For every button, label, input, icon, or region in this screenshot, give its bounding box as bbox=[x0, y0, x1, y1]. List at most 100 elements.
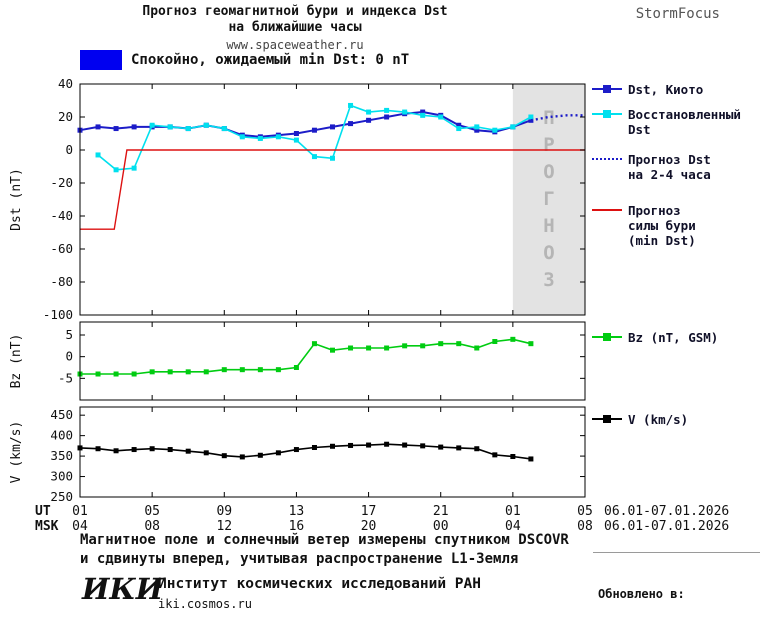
marker-v bbox=[149, 446, 155, 452]
marker-bz bbox=[528, 341, 534, 347]
y-axis-label-bz: Bz (nT) bbox=[9, 334, 24, 389]
marker-v bbox=[348, 442, 354, 448]
marker-bz bbox=[348, 345, 354, 351]
storm-status-row: Спокойно, ожидаемый min Dst: 0 nT bbox=[80, 50, 409, 70]
marker-v bbox=[203, 450, 209, 456]
marker-bz bbox=[438, 341, 444, 347]
marker-reconstructed bbox=[384, 107, 390, 113]
marker-bz bbox=[330, 347, 335, 353]
marker-reconstructed bbox=[293, 137, 299, 143]
marker-bz bbox=[311, 341, 317, 347]
marker-bz bbox=[456, 341, 462, 347]
marker-reconstructed bbox=[257, 135, 263, 141]
x-tick-label-ut: 01 bbox=[505, 504, 521, 519]
legend-reconstructed-dst: Восстановленный Dst bbox=[592, 107, 741, 137]
legend-dst-kyoto: Dst, Киото bbox=[592, 82, 703, 97]
x-tick-label-msk: 04 bbox=[505, 519, 521, 533]
msk-axis-label: MSK bbox=[35, 519, 59, 533]
legend-bz: Bz (nT, GSM) bbox=[592, 330, 718, 345]
date-range-ut: 06.01-07.01.2026 bbox=[604, 504, 729, 519]
marker-v bbox=[330, 443, 335, 449]
y-tick-label: 40 bbox=[58, 78, 73, 91]
marker-v bbox=[113, 448, 119, 454]
series-forecast_dst bbox=[530, 114, 585, 122]
legend-v: V (km/s) bbox=[592, 412, 688, 427]
page-title-line2: на ближайшие часы bbox=[228, 20, 362, 35]
legend-forecast-dst: Прогноз Dst на 2-4 часа bbox=[592, 152, 711, 182]
marker-kyoto bbox=[420, 109, 426, 115]
legend-label-forecast-storm: Прогноз силы бури (min Dst) bbox=[628, 203, 696, 248]
marker-reconstructed bbox=[221, 126, 227, 132]
marker-v bbox=[275, 450, 281, 456]
marker-v bbox=[510, 454, 516, 459]
x-tick-label-ut: 09 bbox=[216, 504, 232, 519]
x-tick-label-msk: 20 bbox=[361, 519, 377, 533]
bz-line-sample bbox=[592, 332, 622, 343]
marker-reconstructed bbox=[95, 152, 101, 158]
source-website: www.spaceweather.ru bbox=[226, 38, 364, 52]
header: Прогноз геомагнитной бури и индекса Dst … bbox=[30, 4, 560, 52]
series-reconstructed bbox=[97, 104, 532, 171]
marker-bz bbox=[149, 369, 155, 375]
y-tick-label: 250 bbox=[50, 489, 73, 504]
updated-separator bbox=[593, 552, 760, 553]
marker-kyoto bbox=[293, 131, 299, 136]
y-tick-label: 400 bbox=[50, 428, 73, 443]
y-tick-label: -80 bbox=[50, 274, 73, 289]
date-range-msk: 06.01-07.01.2026 bbox=[604, 519, 729, 533]
x-tick-label-msk: 08 bbox=[577, 519, 593, 533]
marker-kyoto bbox=[456, 122, 462, 128]
forecast-label-letter: Н bbox=[543, 215, 554, 237]
marker-v bbox=[293, 447, 299, 453]
y-axis-label-dst: Dst (nT) bbox=[9, 168, 24, 231]
panel-border-dst bbox=[79, 83, 586, 316]
y-tick-label: 5 bbox=[65, 327, 73, 342]
marker-reconstructed bbox=[239, 134, 245, 140]
x-tick-label-ut: 17 bbox=[361, 504, 377, 519]
marker-v bbox=[456, 445, 462, 451]
brand-stormfocus: StormFocus bbox=[635, 6, 720, 22]
legend-label-bz: Bz (nT, GSM) bbox=[628, 330, 719, 345]
institute-site[interactable]: iki.cosmos.ru bbox=[158, 597, 252, 611]
marker-reconstructed bbox=[492, 127, 498, 133]
marker-bz bbox=[402, 343, 408, 349]
panel-border-bz bbox=[79, 321, 586, 401]
x-tick-label-msk: 12 bbox=[216, 519, 232, 533]
x-tick-label-msk: 16 bbox=[289, 519, 305, 533]
marker-kyoto bbox=[348, 121, 354, 127]
marker-bz bbox=[257, 367, 263, 373]
y-tick-label: 20 bbox=[58, 109, 73, 124]
reconstructed-line-sample bbox=[592, 109, 622, 120]
marker-v bbox=[366, 442, 372, 448]
marker-bz bbox=[492, 339, 498, 344]
x-tick-label-ut: 13 bbox=[289, 504, 305, 519]
legend-label-reconstructed: Восстановленный Dst bbox=[628, 107, 741, 137]
marker-reconstructed bbox=[456, 126, 462, 132]
marker-reconstructed bbox=[149, 122, 155, 128]
x-tick-label-ut: 05 bbox=[144, 504, 160, 519]
marker-v bbox=[221, 453, 227, 459]
marker-reconstructed bbox=[420, 112, 426, 118]
legend-label-v: V (km/s) bbox=[628, 412, 689, 427]
legend-label-forecast-dst: Прогноз Dst на 2-4 часа bbox=[628, 152, 711, 182]
marker-v bbox=[131, 447, 137, 453]
forecast-dst-line-sample bbox=[592, 154, 622, 165]
marker-reconstructed bbox=[366, 109, 372, 115]
kyoto-line-sample bbox=[592, 84, 622, 95]
marker-reconstructed bbox=[402, 109, 408, 115]
marker-v bbox=[492, 452, 498, 458]
forecast-label-letter: О bbox=[543, 242, 554, 264]
series-v bbox=[79, 443, 532, 460]
marker-reconstructed bbox=[330, 155, 335, 161]
marker-reconstructed bbox=[311, 154, 317, 160]
x-tick-label-ut: 01 bbox=[72, 504, 88, 519]
page-title-line1: Прогноз геомагнитной бури и индекса Dst bbox=[142, 4, 448, 19]
marker-bz bbox=[384, 345, 390, 351]
marker-v bbox=[257, 452, 263, 458]
marker-reconstructed bbox=[474, 124, 480, 130]
series-kyoto bbox=[79, 111, 532, 138]
series-forecast_storm bbox=[80, 149, 585, 230]
marker-kyoto bbox=[330, 124, 335, 130]
